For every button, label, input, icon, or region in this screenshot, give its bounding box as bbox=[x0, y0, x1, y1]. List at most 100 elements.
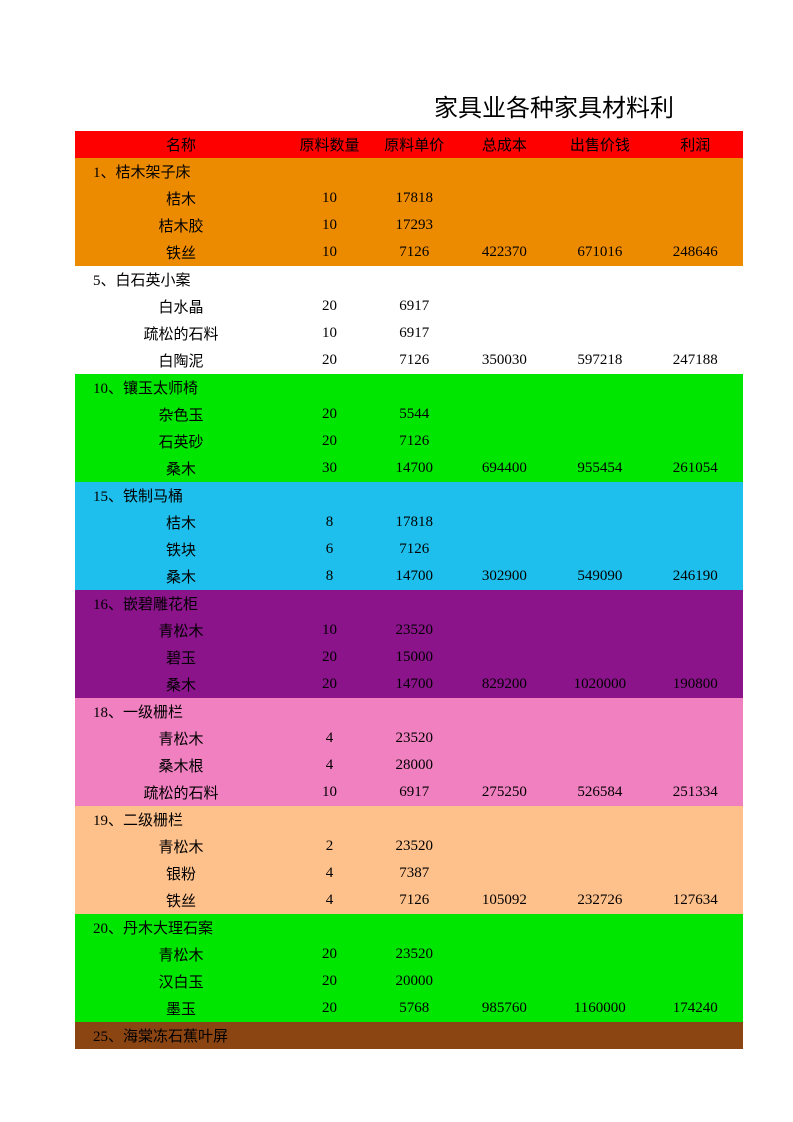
material-price: 17293 bbox=[372, 212, 457, 239]
total-cost bbox=[457, 752, 552, 779]
material-row: 白水晶206917 bbox=[75, 293, 743, 320]
table-header-row: 名称原料数量原料单价总成本出售价钱利润 bbox=[75, 131, 743, 158]
material-price: 6917 bbox=[372, 320, 457, 347]
section-title: 15、铁制马桶 bbox=[75, 482, 287, 509]
profit bbox=[648, 968, 743, 995]
material-qty: 20 bbox=[287, 995, 372, 1022]
material-row: 汉白玉2020000 bbox=[75, 968, 743, 995]
sale-price: 955454 bbox=[552, 455, 647, 482]
header-price: 原料单价 bbox=[372, 131, 457, 158]
header-profit: 利润 bbox=[648, 131, 743, 158]
material-price: 15000 bbox=[372, 644, 457, 671]
material-qty: 20 bbox=[287, 347, 372, 374]
total-cost bbox=[457, 293, 552, 320]
material-row: 铁丝107126422370671016248646 bbox=[75, 239, 743, 266]
header-sale: 出售价钱 bbox=[552, 131, 647, 158]
total-cost: 105092 bbox=[457, 887, 552, 914]
material-qty: 4 bbox=[287, 752, 372, 779]
sale-price bbox=[552, 536, 647, 563]
material-qty: 30 bbox=[287, 455, 372, 482]
material-qty: 6 bbox=[287, 536, 372, 563]
material-price: 14700 bbox=[372, 455, 457, 482]
material-qty: 4 bbox=[287, 860, 372, 887]
material-row: 碧玉2015000 bbox=[75, 644, 743, 671]
sale-price bbox=[552, 509, 647, 536]
material-price: 7126 bbox=[372, 887, 457, 914]
total-cost bbox=[457, 968, 552, 995]
material-name: 桔木 bbox=[75, 509, 287, 536]
sale-price bbox=[552, 185, 647, 212]
material-name: 桑木 bbox=[75, 455, 287, 482]
material-price: 23520 bbox=[372, 833, 457, 860]
material-name: 桔木 bbox=[75, 185, 287, 212]
header-name: 名称 bbox=[75, 131, 287, 158]
total-cost: 302900 bbox=[457, 563, 552, 590]
material-row: 铁丝47126105092232726127634 bbox=[75, 887, 743, 914]
material-row: 桑木20147008292001020000190800 bbox=[75, 671, 743, 698]
material-name: 铁丝 bbox=[75, 887, 287, 914]
profit bbox=[648, 293, 743, 320]
profit bbox=[648, 401, 743, 428]
total-cost bbox=[457, 509, 552, 536]
material-row: 桔木胶1017293 bbox=[75, 212, 743, 239]
material-qty: 20 bbox=[287, 401, 372, 428]
material-qty: 10 bbox=[287, 320, 372, 347]
material-price: 5768 bbox=[372, 995, 457, 1022]
material-price: 7126 bbox=[372, 347, 457, 374]
total-cost bbox=[457, 320, 552, 347]
material-price: 17818 bbox=[372, 509, 457, 536]
material-row: 墨玉2057689857601160000174240 bbox=[75, 995, 743, 1022]
section-title: 19、二级栅栏 bbox=[75, 806, 287, 833]
material-name: 汉白玉 bbox=[75, 968, 287, 995]
sale-price bbox=[552, 752, 647, 779]
section-title-row: 25、海棠冻石蕉叶屏 bbox=[75, 1022, 743, 1049]
profit bbox=[648, 536, 743, 563]
section-title: 20、丹木大理石案 bbox=[75, 914, 287, 941]
material-name: 青松木 bbox=[75, 725, 287, 752]
total-cost: 275250 bbox=[457, 779, 552, 806]
material-row: 桑木814700302900549090246190 bbox=[75, 563, 743, 590]
profit bbox=[648, 212, 743, 239]
profit bbox=[648, 509, 743, 536]
material-name: 青松木 bbox=[75, 617, 287, 644]
material-qty: 10 bbox=[287, 617, 372, 644]
sale-price: 1160000 bbox=[552, 995, 647, 1022]
material-price: 23520 bbox=[372, 725, 457, 752]
sale-price bbox=[552, 941, 647, 968]
material-name: 铁块 bbox=[75, 536, 287, 563]
material-price: 6917 bbox=[372, 779, 457, 806]
material-row: 青松木1023520 bbox=[75, 617, 743, 644]
profit bbox=[648, 320, 743, 347]
section-title-row: 18、一级栅栏 bbox=[75, 698, 743, 725]
total-cost: 829200 bbox=[457, 671, 552, 698]
material-name: 青松木 bbox=[75, 941, 287, 968]
material-name: 碧玉 bbox=[75, 644, 287, 671]
section-title: 25、海棠冻石蕉叶屏 bbox=[75, 1022, 287, 1049]
total-cost: 694400 bbox=[457, 455, 552, 482]
material-qty: 4 bbox=[287, 887, 372, 914]
section-title-row: 1、桔木架子床 bbox=[75, 158, 743, 185]
material-row: 疏松的石料106917275250526584251334 bbox=[75, 779, 743, 806]
material-name: 墨玉 bbox=[75, 995, 287, 1022]
profit bbox=[648, 833, 743, 860]
profit bbox=[648, 617, 743, 644]
profit: 247188 bbox=[648, 347, 743, 374]
material-qty: 4 bbox=[287, 725, 372, 752]
page-title: 家具业各种家具材料利 bbox=[75, 88, 743, 123]
total-cost bbox=[457, 617, 552, 644]
profit bbox=[648, 752, 743, 779]
material-name: 白陶泥 bbox=[75, 347, 287, 374]
material-qty: 10 bbox=[287, 779, 372, 806]
material-row: 杂色玉205544 bbox=[75, 401, 743, 428]
sale-price bbox=[552, 320, 647, 347]
material-row: 石英砂207126 bbox=[75, 428, 743, 455]
document-container: 家具业各种家具材料利 名称原料数量原料单价总成本出售价钱利润1、桔木架子床桔木1… bbox=[0, 0, 793, 1049]
sale-price bbox=[552, 428, 647, 455]
profit bbox=[648, 860, 743, 887]
material-price: 7126 bbox=[372, 239, 457, 266]
total-cost bbox=[457, 212, 552, 239]
material-price: 20000 bbox=[372, 968, 457, 995]
material-qty: 2 bbox=[287, 833, 372, 860]
material-price: 14700 bbox=[372, 563, 457, 590]
material-qty: 10 bbox=[287, 185, 372, 212]
